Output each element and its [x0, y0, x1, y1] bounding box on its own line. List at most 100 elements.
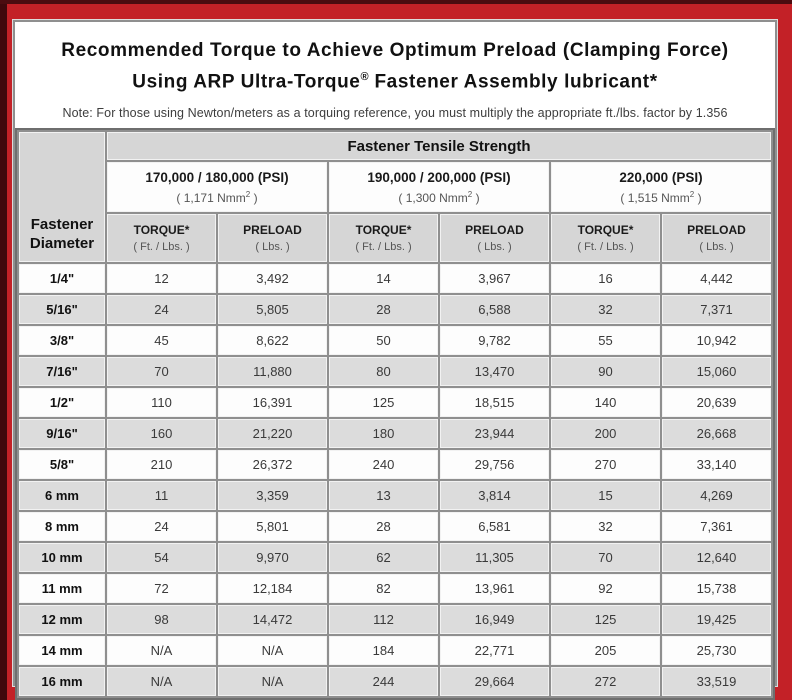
torque-value: 12	[107, 264, 216, 293]
preload-value: 16,949	[440, 605, 549, 634]
preload-value: 12,640	[662, 543, 771, 572]
preload-value: 4,269	[662, 481, 771, 510]
torque-value: 24	[107, 295, 216, 324]
torque-value: 210	[107, 450, 216, 479]
torque-value: 240	[329, 450, 438, 479]
torque-value: 70	[107, 357, 216, 386]
preload-value: 16,391	[218, 388, 327, 417]
table-row: 11 mm 72 12,184 82 13,961 92 15,738	[19, 574, 771, 603]
torque-value: 112	[329, 605, 438, 634]
torque-value: 82	[329, 574, 438, 603]
preload-value: 25,730	[662, 636, 771, 665]
preload-value: 13,470	[440, 357, 549, 386]
table-row: 7/16" 70 11,880 80 13,470 90 15,060	[19, 357, 771, 386]
table-row: 1/4" 12 3,492 14 3,967 16 4,442	[19, 264, 771, 293]
torque-value: 13	[329, 481, 438, 510]
preload-value: 33,140	[662, 450, 771, 479]
preload-value: 8,622	[218, 326, 327, 355]
table-row: 16 mm N/A N/A 244 29,664 272 33,519	[19, 667, 771, 696]
torque-value: 72	[107, 574, 216, 603]
torque-value: 180	[329, 419, 438, 448]
torque-value: 140	[551, 388, 660, 417]
preload-value: 12,184	[218, 574, 327, 603]
preload-value: 3,359	[218, 481, 327, 510]
torque-value: 160	[107, 419, 216, 448]
diameter-label: 3/8"	[19, 326, 105, 355]
preload-value: 15,060	[662, 357, 771, 386]
preload-value: 21,220	[218, 419, 327, 448]
table-row: 1/2" 110 16,391 125 18,515 140 20,639	[19, 388, 771, 417]
preload-value: 3,814	[440, 481, 549, 510]
frame-dark-edge-left	[0, 0, 7, 700]
torque-column-header: TORQUE* ( Ft. / Lbs. )	[329, 214, 438, 262]
table-row: 5/16" 24 5,805 28 6,588 32 7,371	[19, 295, 771, 324]
preload-column-header: PRELOAD ( Lbs. )	[662, 214, 771, 262]
content-panel: Recommended Torque to Achieve Optimum Pr…	[13, 20, 777, 700]
preload-column-header: PRELOAD ( Lbs. )	[440, 214, 549, 262]
torque-value: 272	[551, 667, 660, 696]
psi-rating: 170,000 / 180,000 (PSI)	[145, 169, 289, 185]
diameter-label: 11 mm	[19, 574, 105, 603]
torque-value: 45	[107, 326, 216, 355]
preload-column-header: PRELOAD ( Lbs. )	[218, 214, 327, 262]
registered-trademark-symbol: ®	[360, 71, 369, 83]
preload-value: 26,668	[662, 419, 771, 448]
preload-value: 19,425	[662, 605, 771, 634]
torque-value: 32	[551, 512, 660, 541]
preload-value: 10,942	[662, 326, 771, 355]
preload-value: 5,801	[218, 512, 327, 541]
torque-value: 125	[329, 388, 438, 417]
preload-value: 23,944	[440, 419, 549, 448]
torque-value: 14	[329, 264, 438, 293]
preload-value: 6,581	[440, 512, 549, 541]
frame-dark-edge-top	[0, 0, 792, 4]
tensile-strength-header: Fastener Tensile Strength	[107, 132, 771, 160]
diameter-label: 1/2"	[19, 388, 105, 417]
torque-value: 200	[551, 419, 660, 448]
torque-value: 125	[551, 605, 660, 634]
preload-value: 29,756	[440, 450, 549, 479]
preload-value: 13,961	[440, 574, 549, 603]
preload-value: N/A	[218, 636, 327, 665]
conversion-note: Note: For those using Newton/meters as a…	[62, 106, 728, 121]
preload-value: 4,442	[662, 264, 771, 293]
title-block: Recommended Torque to Achieve Optimum Pr…	[15, 22, 775, 128]
torque-value: 244	[329, 667, 438, 696]
torque-column-header: TORQUE* ( Ft. / Lbs. )	[551, 214, 660, 262]
table-row: 10 mm 54 9,970 62 11,305 70 12,640	[19, 543, 771, 572]
diameter-label: 10 mm	[19, 543, 105, 572]
preload-value: 20,639	[662, 388, 771, 417]
torque-value: 24	[107, 512, 216, 541]
torque-value: 270	[551, 450, 660, 479]
table-row: 3/8" 45 8,622 50 9,782 55 10,942	[19, 326, 771, 355]
table-row: 12 mm 98 14,472 112 16,949 125 19,425	[19, 605, 771, 634]
torque-value: 28	[329, 295, 438, 324]
torque-value: 110	[107, 388, 216, 417]
preload-value: 29,664	[440, 667, 549, 696]
preload-value: 5,805	[218, 295, 327, 324]
table-row: 14 mm N/A N/A 184 22,771 205 25,730	[19, 636, 771, 665]
torque-value: 54	[107, 543, 216, 572]
preload-value: 11,880	[218, 357, 327, 386]
torque-column-header: TORQUE* ( Ft. / Lbs. )	[107, 214, 216, 262]
diameter-label: 16 mm	[19, 667, 105, 696]
diameter-label: 5/16"	[19, 295, 105, 324]
torque-value: 28	[329, 512, 438, 541]
torque-value: 55	[551, 326, 660, 355]
diameter-label: 8 mm	[19, 512, 105, 541]
torque-value: N/A	[107, 667, 216, 696]
preload-value: 22,771	[440, 636, 549, 665]
preload-value: 7,371	[662, 295, 771, 324]
title-line2: Using ARP Ultra-Torque® Fastener Assembl…	[132, 71, 658, 93]
torque-value: 80	[329, 357, 438, 386]
nmm-rating: ( 1,515 Nmm2 )	[620, 189, 702, 205]
preload-value: 3,967	[440, 264, 549, 293]
table-row: 9/16" 160 21,220 180 23,944 200 26,668	[19, 419, 771, 448]
torque-value: 92	[551, 574, 660, 603]
torque-value: N/A	[107, 636, 216, 665]
preload-value: 26,372	[218, 450, 327, 479]
psi-rating: 220,000 (PSI)	[619, 169, 703, 185]
table-row: 8 mm 24 5,801 28 6,581 32 7,361	[19, 512, 771, 541]
preload-value: N/A	[218, 667, 327, 696]
preload-value: 14,472	[218, 605, 327, 634]
